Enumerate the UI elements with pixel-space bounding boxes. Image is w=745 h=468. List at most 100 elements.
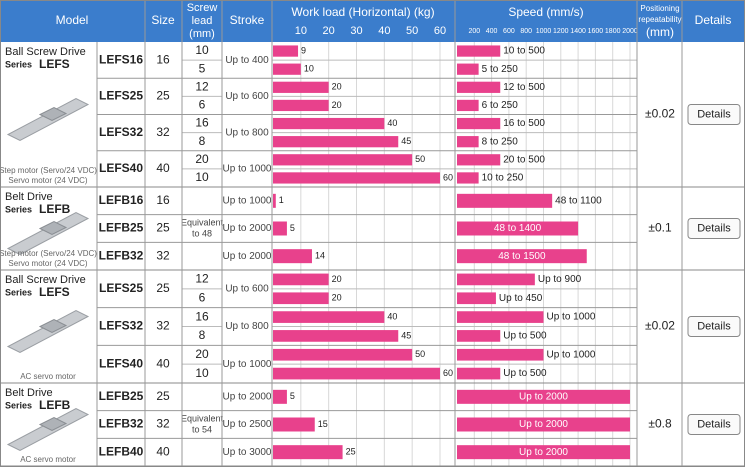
motor-label: Step motor (Servo/24 VDC) <box>0 249 97 258</box>
speed-bar <box>457 292 496 305</box>
positioning: ±0.8 <box>648 417 672 431</box>
speed-label: Up to 1000 <box>547 312 596 323</box>
speed-bar <box>457 249 587 264</box>
speed-tick-label: 1600 <box>588 28 604 35</box>
stroke: Up to 600 <box>225 91 269 102</box>
lead: Equivalent <box>181 413 224 423</box>
details-button[interactable] <box>687 414 741 435</box>
model: LEFB25 <box>99 221 144 235</box>
speed-bar <box>457 311 544 323</box>
load-label: 1 <box>279 195 284 205</box>
speed-label: 8 to 250 <box>482 136 519 147</box>
speed-tick-label: 800 <box>520 28 532 35</box>
load-bar <box>273 154 413 166</box>
series-label: Series <box>5 59 32 69</box>
speed-bar <box>457 45 501 57</box>
header-details: Details <box>695 13 732 27</box>
load-bar <box>273 273 329 286</box>
lead: 10 <box>195 366 209 380</box>
lead: 5 <box>199 61 206 75</box>
load-label: 50 <box>415 349 425 359</box>
speed-bar <box>457 99 479 112</box>
model: LEFS25 <box>99 281 143 295</box>
details-button-label[interactable]: Details <box>697 418 731 430</box>
product-image <box>38 220 68 236</box>
product-image <box>38 318 68 334</box>
header-size: Size <box>151 13 175 27</box>
speed-label: Up to 900 <box>538 274 582 285</box>
load-bar <box>273 417 315 432</box>
load-label: 9 <box>301 45 306 55</box>
load-label: 20 <box>332 293 342 303</box>
lead: 12 <box>195 79 209 93</box>
speed-tick-label: 1400 <box>570 28 586 35</box>
lead: 8 <box>199 134 206 148</box>
speed-bar <box>457 445 630 460</box>
header-stroke: Stroke <box>230 13 265 27</box>
speed-bar <box>457 193 553 208</box>
speed-bar <box>457 273 535 286</box>
model: LEFS25 <box>99 89 143 103</box>
speed-label: 6 to 250 <box>482 100 519 111</box>
stroke: Up to 800 <box>225 321 269 332</box>
header-lead: (mm) <box>189 28 215 40</box>
load-bar <box>273 63 301 75</box>
load-label: 25 <box>346 447 356 457</box>
motor-label: Step motor (Servo/24 VDC) <box>0 166 97 175</box>
motor-label: Servo motor (24 VDC) <box>8 259 87 268</box>
series-code: LEFB <box>39 398 71 412</box>
model: LEFS32 <box>99 125 143 139</box>
speed-bar <box>457 367 501 380</box>
load-bar <box>273 249 312 264</box>
lead: to 54 <box>192 424 212 434</box>
load-label: 50 <box>415 154 425 164</box>
speed-label: Up to 2000 <box>519 391 568 402</box>
load-tick-label: 30 <box>350 25 362 37</box>
lead: 6 <box>199 98 206 112</box>
load-label: 45 <box>401 330 411 340</box>
stroke: Up to 2000 <box>223 251 272 262</box>
details-button[interactable] <box>687 316 741 337</box>
speed-label: Up to 500 <box>503 368 547 379</box>
speed-tick-label: 400 <box>486 28 498 35</box>
header-positioning: (mm) <box>646 25 674 39</box>
positioning: ±0.1 <box>648 221 672 235</box>
speed-label: 5 to 250 <box>482 64 519 75</box>
product-image <box>38 416 68 432</box>
motor-label: AC servo motor <box>20 455 76 464</box>
speed-bar <box>457 63 479 75</box>
series-code: LEFS <box>39 57 70 71</box>
series-title: Belt Drive <box>5 387 53 399</box>
model: LEFS32 <box>99 319 143 333</box>
product-image <box>6 97 90 142</box>
lead: 16 <box>195 116 209 130</box>
details-button[interactable] <box>687 218 741 239</box>
lead: Equivalent <box>181 217 224 227</box>
size: 25 <box>156 89 170 103</box>
load-bar <box>273 99 329 112</box>
size: 25 <box>156 221 170 235</box>
speed-bar <box>457 348 544 361</box>
header-model: Model <box>56 13 89 27</box>
details-button-label[interactable]: Details <box>697 222 731 234</box>
speed-tick-label: 1200 <box>553 28 569 35</box>
lead: 6 <box>199 290 206 304</box>
size: 40 <box>156 161 170 175</box>
details-button-label[interactable]: Details <box>697 108 731 120</box>
details-button[interactable] <box>687 104 741 125</box>
load-bar <box>273 193 276 208</box>
load-bar <box>273 117 385 130</box>
details-button-label[interactable]: Details <box>697 320 731 332</box>
size: 32 <box>156 248 170 262</box>
speed-bar <box>457 389 630 404</box>
speed-bar <box>457 221 579 236</box>
series-code: LEFB <box>39 202 71 216</box>
speed-label: Up to 450 <box>499 293 543 304</box>
header-positioning: repeatability <box>638 15 681 24</box>
speed-label: 20 to 500 <box>503 154 545 165</box>
speed-label: 12 to 500 <box>503 82 545 93</box>
product-image <box>6 407 90 452</box>
model: LEFS40 <box>99 356 143 370</box>
speed-label: 48 to 1400 <box>494 223 542 234</box>
model: LEFB25 <box>99 389 144 403</box>
